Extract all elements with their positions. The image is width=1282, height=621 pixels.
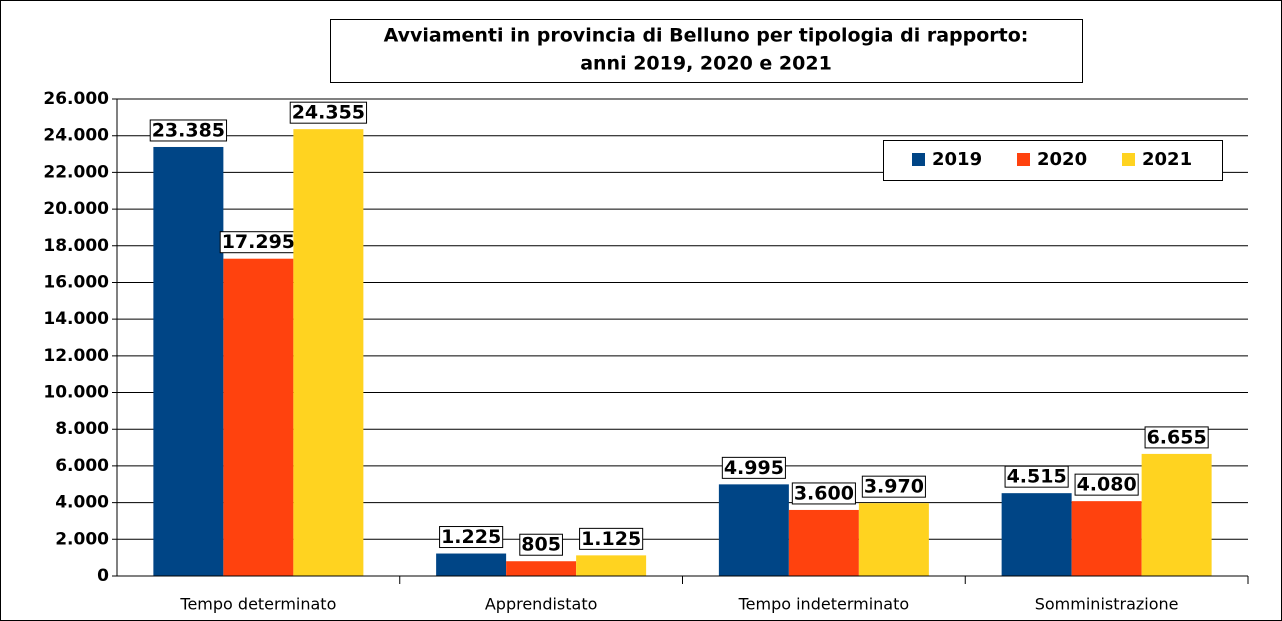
x-tick-label: Apprendistato — [485, 595, 598, 614]
bar — [1001, 493, 1072, 576]
y-tick-label: 24.000 — [43, 126, 109, 146]
value-label-box — [1074, 473, 1139, 496]
y-tick-label: 20.000 — [43, 199, 109, 219]
legend-box — [883, 140, 1223, 181]
legend-swatch — [1122, 153, 1135, 166]
y-tick-label: 22.000 — [43, 162, 109, 182]
y-tick-label: 16.000 — [43, 272, 109, 292]
bar — [788, 509, 859, 576]
legend-swatch — [912, 153, 925, 166]
bar — [293, 129, 364, 576]
bar — [223, 258, 294, 576]
bar — [576, 555, 647, 576]
x-tick-label: Tempo indeterminato — [738, 595, 910, 614]
bar — [1071, 501, 1142, 576]
chart-subtitle: anni 2019, 2020 e 2021 — [580, 53, 832, 75]
value-label-box — [519, 533, 563, 556]
y-tick-label: 14.000 — [43, 309, 109, 329]
y-tick-label: 0 — [97, 566, 109, 586]
value-label: 4.080 — [1077, 474, 1137, 496]
value-label-box — [1144, 426, 1209, 449]
value-label: 24.355 — [292, 102, 365, 124]
value-label: 3.600 — [794, 482, 854, 504]
value-label: 3.970 — [864, 476, 924, 498]
chart-title: Avviamenti in provincia di Belluno per t… — [384, 25, 1029, 47]
value-label-box — [289, 101, 368, 124]
y-tick-label: 6.000 — [55, 456, 109, 476]
legend-label: 2020 — [1037, 149, 1087, 170]
x-tick-label: Somministrazione — [1035, 595, 1179, 614]
bar — [153, 146, 224, 576]
value-label-box — [861, 475, 926, 498]
y-tick-label: 18.000 — [43, 236, 109, 256]
legend-label: 2021 — [1142, 149, 1192, 170]
value-label: 1.225 — [441, 526, 501, 548]
value-label-box — [439, 526, 504, 549]
x-tick-label: Tempo determinato — [179, 595, 336, 614]
value-label-box — [721, 456, 786, 479]
legend-label: 2019 — [932, 149, 982, 170]
y-tick-label: 8.000 — [55, 419, 109, 439]
value-label: 23.385 — [152, 119, 225, 141]
value-label: 1.125 — [581, 528, 641, 550]
bar — [858, 503, 929, 576]
bar — [1141, 453, 1212, 576]
legend-swatch — [1017, 153, 1030, 166]
value-label: 805 — [521, 534, 561, 556]
value-label: 4.995 — [724, 457, 784, 479]
title-box — [330, 19, 1083, 83]
value-label: 6.655 — [1147, 426, 1207, 448]
value-label-box — [1004, 465, 1069, 488]
bar — [436, 553, 507, 576]
value-label: 4.515 — [1007, 466, 1067, 488]
y-tick-label: 10.000 — [43, 383, 109, 403]
y-tick-label: 4.000 — [55, 493, 109, 513]
bar — [506, 561, 577, 576]
y-tick-label: 2.000 — [55, 529, 109, 549]
bar — [718, 484, 789, 576]
value-label-box — [579, 527, 644, 550]
y-tick-label: 26.000 — [43, 89, 109, 109]
value-label: 17.295 — [222, 231, 295, 253]
y-tick-label: 12.000 — [43, 346, 109, 366]
value-label-box — [791, 482, 856, 505]
value-label-box — [149, 119, 228, 142]
